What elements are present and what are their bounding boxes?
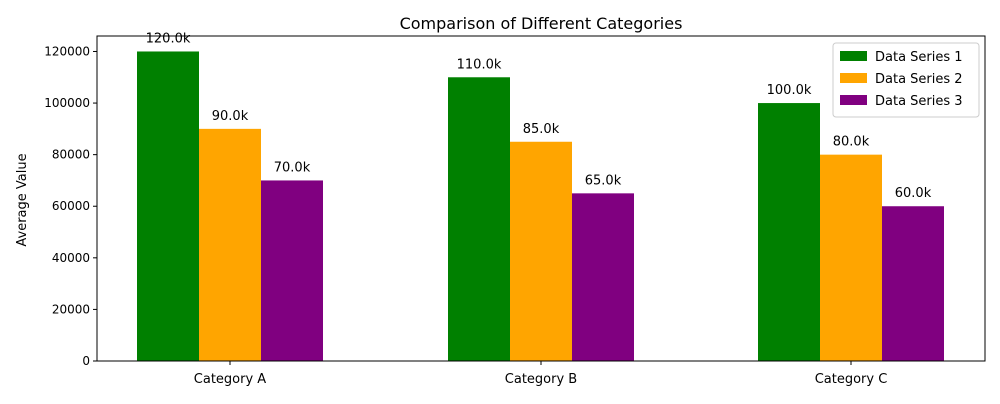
legend-swatch [840, 51, 867, 61]
chart-title: Comparison of Different Categories [400, 14, 683, 33]
bar-value-label: 90.0k [212, 109, 249, 124]
bar-value-label: 65.0k [585, 173, 622, 188]
y-tick-label: 60000 [52, 199, 90, 213]
bar [510, 141, 572, 361]
y-axis-label: Average Value [15, 153, 30, 246]
x-tick-label: Category B [505, 372, 577, 387]
bar-labels-group: 120.0k 90.0k 70.0k 110.0k 85.0k 65.0k 100.0k 80… [146, 31, 932, 201]
legend-swatch [840, 73, 867, 83]
bar [820, 154, 882, 361]
y-tick-label: 0 [82, 354, 90, 368]
y-tick-label: 100000 [44, 96, 90, 110]
legend-box [832, 42, 980, 118]
bar-value-label: 85.0k [523, 122, 560, 137]
legend: Data Series 1 Data Series 2 Data Series 3 [832, 42, 980, 118]
bar [261, 180, 323, 361]
bar [572, 193, 634, 361]
bar [199, 128, 261, 361]
y-axis: 0 20000 40000 60000 80000 100000 120000 [44, 44, 97, 368]
plot-area-frame [96, 35, 986, 362]
y-tick-label: 40000 [52, 251, 90, 265]
legend-label: Data Series 3 [875, 94, 963, 109]
bar [137, 51, 199, 361]
bar-value-label: 80.0k [833, 135, 870, 150]
bar [448, 77, 510, 362]
x-tick-label: Category A [194, 372, 267, 387]
legend-label: Data Series 2 [875, 72, 963, 87]
y-tick-label: 120000 [44, 44, 90, 58]
bar-series-group [137, 51, 944, 362]
legend-label: Data Series 1 [875, 50, 963, 65]
bar-value-label: 60.0k [895, 186, 932, 201]
bar-value-label: 120.0k [146, 31, 191, 46]
bar-value-label: 110.0k [457, 57, 502, 72]
y-tick-label: 20000 [52, 302, 90, 316]
bar [882, 206, 944, 361]
legend-swatch [840, 95, 867, 105]
bar-value-label: 70.0k [274, 160, 311, 175]
x-tick-label: Category C [815, 372, 888, 387]
bar-value-label: 100.0k [767, 83, 812, 98]
bar [758, 103, 820, 362]
x-axis: Category A Category B Category C [194, 361, 888, 387]
y-tick-label: 80000 [52, 148, 90, 162]
